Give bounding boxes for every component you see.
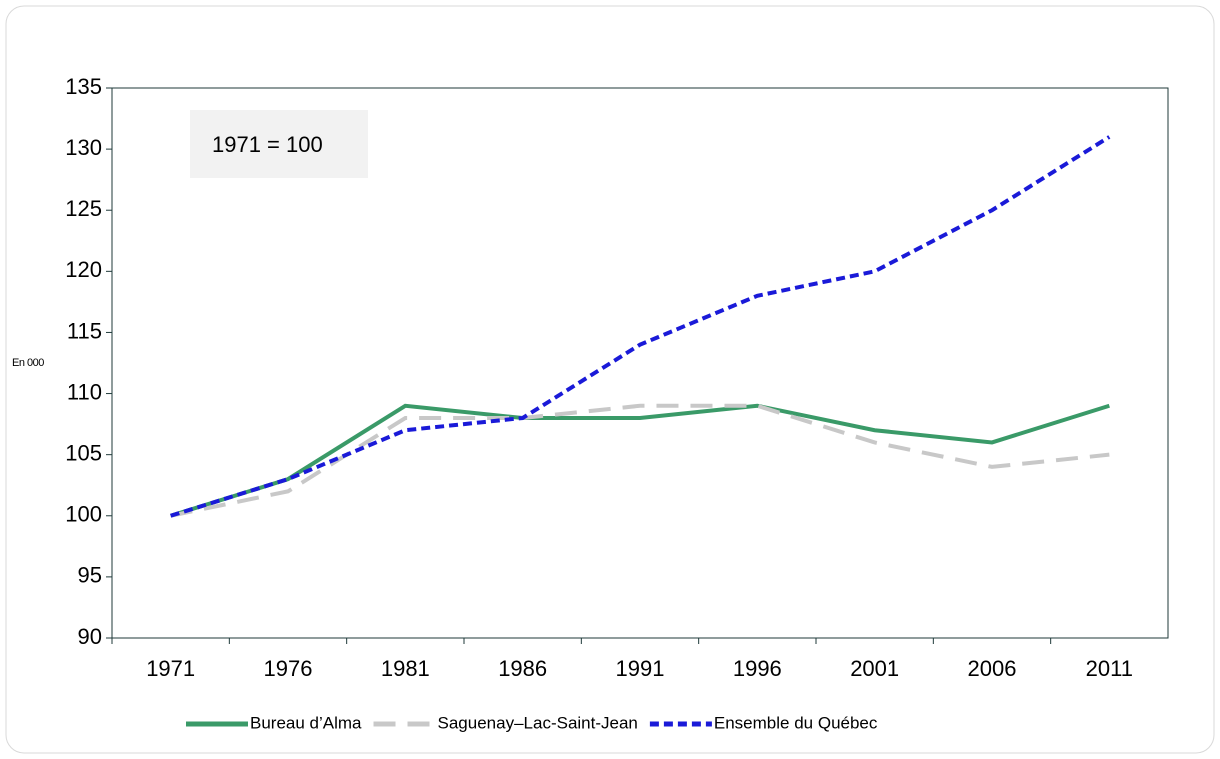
x-tick-label: 1971 <box>146 656 195 681</box>
x-tick-label: 1996 <box>733 656 782 681</box>
y-tick-label: 130 <box>65 135 102 160</box>
x-tick-label: 2001 <box>850 656 899 681</box>
y-tick-label: 125 <box>65 196 102 221</box>
y-tick-label: 105 <box>65 440 102 465</box>
legend-label: Ensemble du Québec <box>714 713 878 732</box>
y-axis-label: En 000 <box>12 357 44 369</box>
x-tick-label: 1991 <box>616 656 665 681</box>
x-tick-label: 1976 <box>264 656 313 681</box>
y-tick-label: 90 <box>78 624 102 649</box>
legend-label: Bureau d’Alma <box>250 713 362 732</box>
y-tick-label: 115 <box>67 318 102 343</box>
x-tick-label: 2011 <box>1086 656 1133 681</box>
y-tick-label: 100 <box>65 502 102 527</box>
card <box>5 5 1215 754</box>
x-tick-label: 1986 <box>498 656 547 681</box>
y-tick-label: 110 <box>67 379 102 404</box>
legend-label: Saguenay–Lac-Saint-Jean <box>438 713 638 732</box>
annotation: 1971 = 100 <box>212 132 323 157</box>
y-tick-label: 135 <box>65 74 102 99</box>
x-tick-label: 2006 <box>968 656 1017 681</box>
plot-frame <box>111 87 1169 639</box>
series-line <box>170 403 1110 518</box>
annotation-box <box>190 110 368 178</box>
series-line <box>170 135 1111 518</box>
x-tick-label: 1981 <box>381 656 430 681</box>
series-line <box>170 403 1110 518</box>
y-tick-label: 95 <box>78 563 102 588</box>
y-tick-label: 120 <box>65 257 102 282</box>
